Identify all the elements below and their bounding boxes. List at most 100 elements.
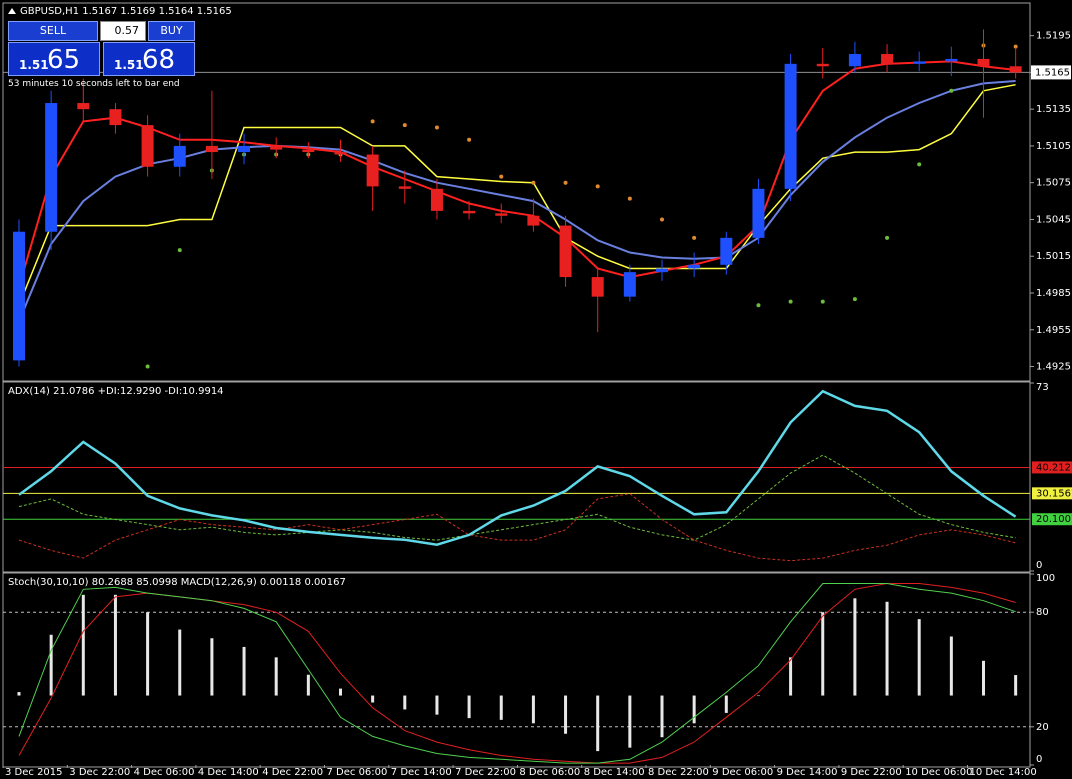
sar-dot [499, 174, 504, 179]
buy-price-big: 68 [142, 45, 176, 75]
sar-dot [852, 297, 857, 302]
macd-bar [692, 695, 696, 724]
macd-bar [885, 601, 889, 696]
sar-dot [177, 248, 182, 253]
y-tick-label: 1.4925 [1036, 362, 1071, 373]
sar-dot [692, 235, 697, 240]
indicator-line [18, 493, 1016, 562]
candle-body [881, 54, 894, 64]
sar-dot [949, 88, 954, 93]
macd-bar [49, 634, 53, 696]
lot-input[interactable]: 0.57 [100, 21, 146, 41]
y-tick-label: 1.5075 [1036, 178, 1071, 189]
indicator-line [18, 83, 1016, 306]
sar-dot [820, 299, 825, 304]
candle-body [945, 58, 958, 62]
candle-body [173, 145, 186, 167]
x-tick-label: 7 Dec 22:00 [455, 767, 516, 778]
candle-body [977, 58, 990, 67]
candle-body [366, 154, 379, 187]
candle-body [1009, 66, 1022, 73]
x-tick-label: 7 Dec 14:00 [391, 767, 452, 778]
candle-body [302, 149, 315, 153]
level-label-box [1032, 513, 1072, 526]
candle-body [688, 264, 701, 269]
macd-bar [499, 695, 503, 720]
macd-bar [853, 598, 857, 696]
buy-price-prefix: 1.51 [114, 58, 144, 72]
sar-dot [402, 123, 407, 128]
x-tick-label: 4 Dec 22:00 [262, 767, 323, 778]
candle-body [270, 145, 283, 150]
y-tick-label: 1.4985 [1036, 288, 1071, 299]
sar-dot [917, 162, 922, 167]
candle-body [559, 225, 572, 278]
macd-bar [306, 674, 310, 696]
candle-body [205, 145, 218, 153]
sell-price[interactable]: 1.51 65 [8, 42, 100, 76]
y-tick-label: 1.5045 [1036, 214, 1071, 225]
x-tick-label: 9 Dec 06:00 [712, 767, 773, 778]
macd-bar [403, 695, 407, 710]
sar-dot [434, 125, 439, 130]
y-tick-label: 1.4955 [1036, 325, 1071, 336]
sar-dot [660, 217, 664, 222]
level-label: 40.2127 [1036, 462, 1072, 473]
macd-bar [435, 695, 439, 715]
candle-body [141, 125, 154, 167]
candle-body [13, 231, 25, 361]
buy-button[interactable]: BUY [148, 21, 195, 41]
level-label: 20.1007 [1036, 514, 1072, 525]
candle-body [238, 145, 251, 153]
macd-bar [242, 646, 246, 696]
sell-price-prefix: 1.51 [19, 58, 49, 72]
macd-bar [113, 594, 117, 696]
candle-body [334, 152, 347, 155]
y-tick-label: 0 [1036, 560, 1042, 571]
indicator-line [18, 454, 1016, 541]
panel-frame [2, 571, 1031, 768]
indicator-line [18, 389, 1017, 546]
candle-body [784, 63, 797, 189]
indicator-line [18, 583, 1016, 764]
panel-title: GBPUSD,H1 1.5167 1.5169 1.5164 1.5165 [20, 6, 232, 17]
sar-dot [756, 303, 761, 308]
macd-bar [596, 695, 600, 752]
panel-frame [2, 2, 1031, 383]
sell-label[interactable]: SELL [8, 21, 98, 41]
macd-bar [81, 594, 85, 696]
macd-bar [628, 695, 632, 748]
y-tick-label: 80 [1036, 607, 1049, 618]
macd-bar [982, 660, 985, 696]
x-tick-label: 10 Dec 14:00 [970, 767, 1037, 778]
sar-dot [885, 235, 890, 240]
candle-body [495, 213, 508, 216]
indicator-line [18, 583, 1016, 764]
y-tick-label: 1.5195 [1036, 31, 1071, 42]
y-tick-label: 0 [1036, 754, 1042, 765]
sell-price-big: 65 [47, 45, 81, 75]
buy-price[interactable]: 1.51 68 [103, 42, 195, 76]
y-tick-label: 1.5015 [1036, 251, 1071, 262]
sell-button[interactable]: SELL [8, 21, 98, 41]
candle-body [591, 277, 604, 297]
y-tick-label: 20 [1036, 722, 1049, 733]
candle-body [752, 188, 765, 238]
candle-body [527, 215, 540, 226]
sar-dot [563, 180, 568, 185]
current-price-box [1031, 65, 1071, 80]
candle-body [45, 103, 58, 232]
y-tick-label: 1.5105 [1036, 141, 1071, 152]
y-tick-label: 100 [1036, 573, 1055, 584]
candle-body [398, 186, 411, 189]
macd-bar [210, 638, 214, 696]
x-tick-label: 9 Dec 14:00 [777, 767, 838, 778]
x-tick-label: 4 Dec 06:00 [134, 767, 195, 778]
sar-dot [370, 119, 375, 124]
macd-bar [660, 695, 664, 738]
macd-bar [467, 695, 471, 719]
macd-bar [789, 657, 793, 696]
level-label: 30.1567 [1036, 488, 1072, 499]
buy-label[interactable]: BUY [148, 21, 195, 41]
